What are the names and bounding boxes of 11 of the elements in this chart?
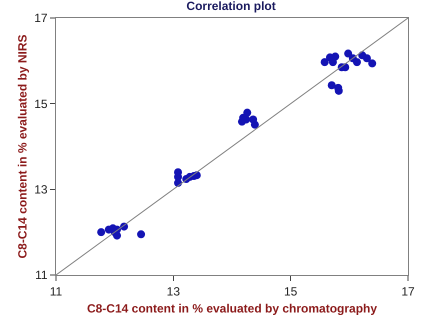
y-tick-label: 13 bbox=[34, 182, 48, 197]
y-tick-label: 15 bbox=[34, 96, 48, 111]
x-tick-label: 11 bbox=[50, 284, 63, 298]
y-tick-label: 11 bbox=[35, 268, 48, 282]
y-tick-label: 17 bbox=[34, 11, 48, 26]
chart-title: Correlation plot bbox=[186, 0, 276, 14]
x-tick-label: 17 bbox=[401, 284, 415, 298]
y-axis-title: C8-C14 content in % evaluated by NIRS bbox=[16, 34, 30, 259]
x-tick-label: 15 bbox=[284, 284, 298, 298]
x-tick-label: 13 bbox=[166, 284, 180, 298]
x-axis-title: C8-C14 content in % evaluated by chromatography bbox=[86, 301, 378, 316]
